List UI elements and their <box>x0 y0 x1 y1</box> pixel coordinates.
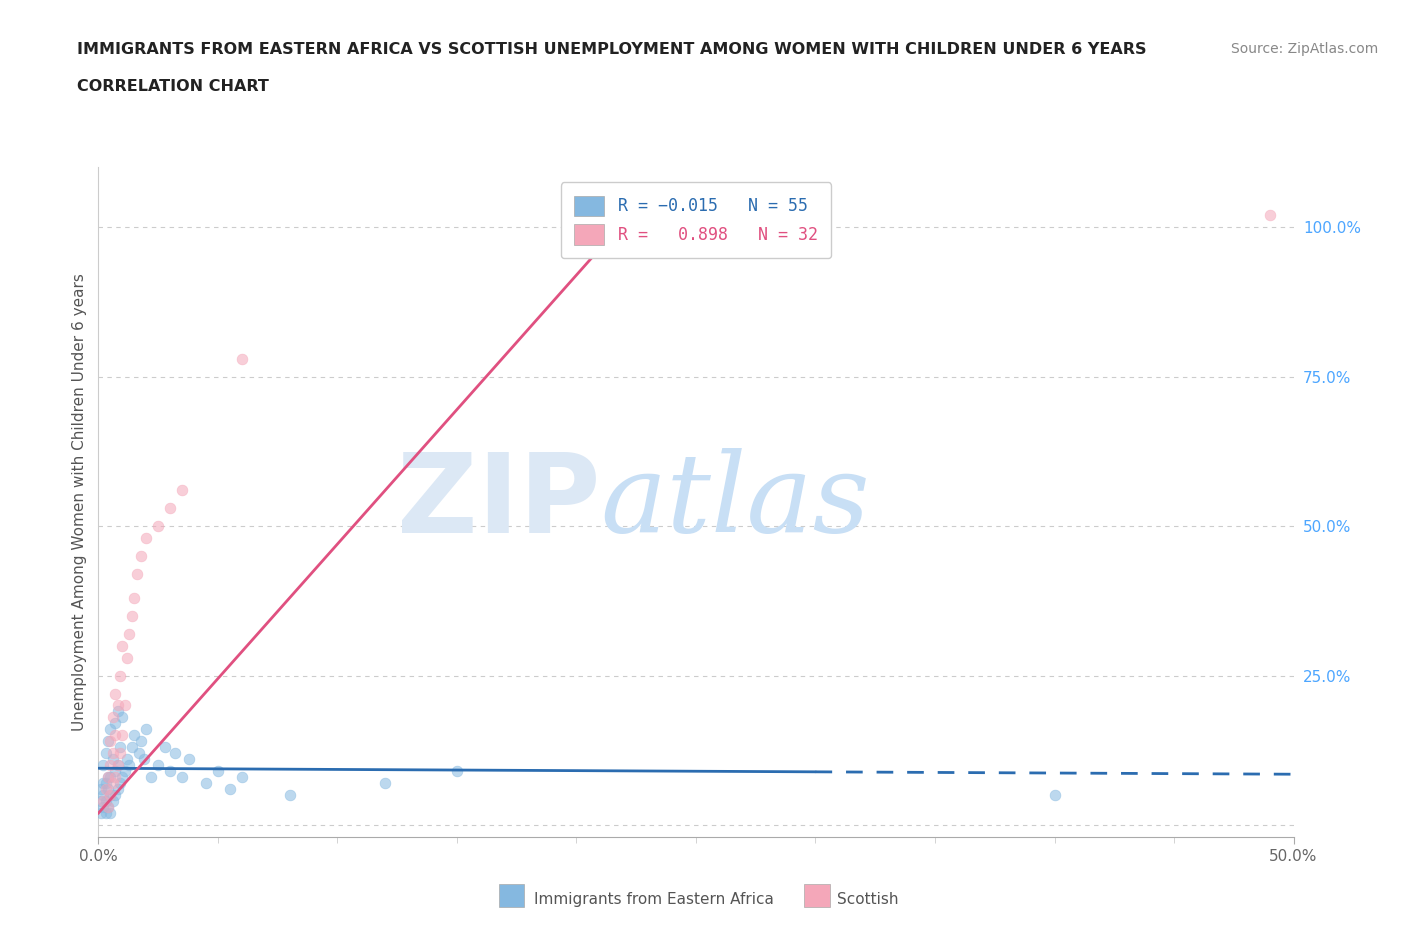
Point <box>94 805 117 820</box>
Point <box>111 728 134 743</box>
Point <box>98 770 122 785</box>
Point <box>114 698 136 713</box>
Point <box>108 776 131 790</box>
Point <box>101 751 124 766</box>
Point <box>91 788 114 803</box>
Point <box>98 788 122 803</box>
Text: CORRELATION CHART: CORRELATION CHART <box>77 79 269 94</box>
Point <box>131 734 153 749</box>
Point <box>121 608 143 623</box>
Point <box>97 782 120 797</box>
Point <box>101 746 124 761</box>
Point <box>159 764 181 778</box>
Point <box>97 770 120 785</box>
Point <box>97 800 120 815</box>
Point <box>121 740 143 755</box>
Point <box>111 770 134 785</box>
Point <box>98 758 122 773</box>
Text: Source: ZipAtlas.com: Source: ZipAtlas.com <box>1230 42 1378 56</box>
Point <box>124 591 146 605</box>
Point <box>97 734 120 749</box>
Point <box>104 686 127 701</box>
Y-axis label: Unemployment Among Women with Children Under 6 years: Unemployment Among Women with Children U… <box>72 273 87 731</box>
Point <box>101 710 124 724</box>
Point <box>101 793 124 808</box>
Point <box>111 710 134 724</box>
Point <box>98 722 122 737</box>
Text: Scottish: Scottish <box>837 892 898 907</box>
Point <box>98 805 122 820</box>
Point <box>131 549 153 564</box>
Point <box>108 746 131 761</box>
Legend: R = −0.015   N = 55, R =   0.898   N = 32: R = −0.015 N = 55, R = 0.898 N = 32 <box>561 182 831 259</box>
Point <box>98 788 122 803</box>
Text: IMMIGRANTS FROM EASTERN AFRICA VS SCOTTISH UNEMPLOYMENT AMONG WOMEN WITH CHILDRE: IMMIGRANTS FROM EASTERN AFRICA VS SCOTTI… <box>77 42 1147 57</box>
Point <box>118 626 141 641</box>
Point <box>118 758 141 773</box>
Point <box>107 758 129 773</box>
Point <box>231 770 253 785</box>
Point <box>172 483 194 498</box>
Point <box>115 751 138 766</box>
Point <box>148 519 170 534</box>
Point <box>104 788 127 803</box>
Point <box>90 805 112 820</box>
Point <box>172 770 194 785</box>
Point <box>148 758 170 773</box>
Point <box>219 782 242 797</box>
Point <box>108 740 131 755</box>
Point <box>124 728 146 743</box>
Point <box>132 751 155 766</box>
Point <box>163 746 186 761</box>
Point <box>278 788 301 803</box>
Point <box>104 716 127 731</box>
Point <box>107 704 129 719</box>
Point <box>135 722 157 737</box>
Point <box>115 650 138 665</box>
Point <box>125 566 148 581</box>
Point <box>94 776 117 790</box>
Point <box>98 734 122 749</box>
Point <box>155 740 177 755</box>
Point <box>128 746 150 761</box>
Point <box>159 500 181 515</box>
Point <box>179 751 201 766</box>
Point <box>194 776 218 790</box>
Point <box>135 531 157 546</box>
Point <box>107 782 129 797</box>
Point <box>91 793 114 808</box>
Point <box>91 758 114 773</box>
Point <box>104 770 127 785</box>
Point <box>1258 207 1281 222</box>
Point <box>107 698 129 713</box>
Point <box>104 764 127 778</box>
Point <box>101 776 124 790</box>
Point <box>1043 788 1066 803</box>
Point <box>94 793 117 808</box>
Point <box>90 793 112 808</box>
Point <box>207 764 229 778</box>
Text: atlas: atlas <box>600 448 870 556</box>
Point <box>97 770 120 785</box>
Point <box>94 746 117 761</box>
Point <box>108 668 131 683</box>
Point <box>114 764 136 778</box>
Point <box>374 776 396 790</box>
Point <box>111 638 134 653</box>
Point <box>91 776 114 790</box>
Text: ZIP: ZIP <box>396 448 600 556</box>
Point <box>107 758 129 773</box>
Point <box>97 800 120 815</box>
Point <box>94 782 117 797</box>
Point <box>446 764 468 778</box>
Point <box>90 782 112 797</box>
Point <box>139 770 162 785</box>
Text: Immigrants from Eastern Africa: Immigrants from Eastern Africa <box>534 892 775 907</box>
Point <box>91 800 114 815</box>
Point <box>104 728 127 743</box>
Point <box>231 352 253 366</box>
